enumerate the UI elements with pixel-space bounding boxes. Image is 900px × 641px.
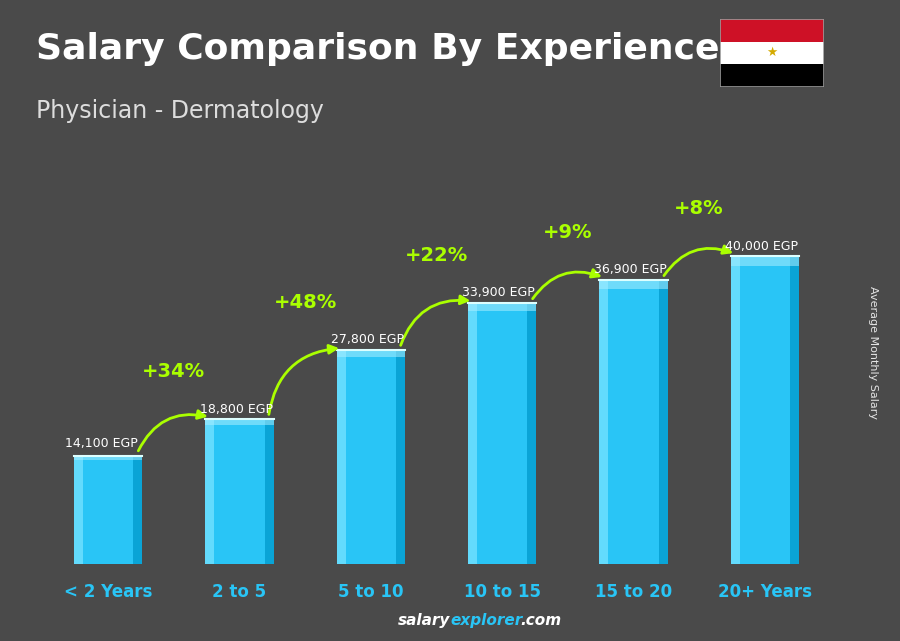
- Bar: [133, 456, 142, 564]
- Bar: [337, 350, 346, 564]
- Bar: [790, 256, 799, 564]
- Text: 18,800 EGP: 18,800 EGP: [200, 403, 273, 415]
- Bar: [599, 280, 668, 289]
- Bar: [731, 256, 799, 265]
- Bar: [205, 419, 214, 564]
- Text: +9%: +9%: [543, 223, 592, 242]
- Text: explorer: explorer: [450, 613, 522, 628]
- Bar: [337, 350, 405, 357]
- Text: salary: salary: [398, 613, 450, 628]
- Text: 14,100 EGP: 14,100 EGP: [65, 437, 138, 450]
- Text: +34%: +34%: [142, 362, 205, 381]
- Bar: [337, 350, 405, 564]
- Bar: [731, 256, 740, 564]
- Text: 27,800 EGP: 27,800 EGP: [331, 333, 404, 346]
- Bar: [599, 280, 608, 564]
- Bar: [468, 303, 536, 564]
- Bar: [468, 303, 536, 312]
- Text: +22%: +22%: [405, 246, 468, 265]
- Bar: [720, 19, 824, 42]
- Bar: [74, 456, 142, 460]
- Bar: [205, 419, 274, 564]
- Bar: [74, 456, 83, 564]
- Bar: [265, 419, 274, 564]
- Bar: [659, 280, 668, 564]
- Bar: [396, 350, 405, 564]
- Bar: [74, 456, 142, 564]
- Text: +48%: +48%: [274, 293, 337, 312]
- Bar: [731, 256, 799, 564]
- Text: 40,000 EGP: 40,000 EGP: [724, 240, 798, 253]
- Bar: [720, 64, 824, 87]
- Bar: [468, 303, 477, 564]
- Text: 36,900 EGP: 36,900 EGP: [594, 263, 666, 276]
- Bar: [599, 280, 668, 564]
- Bar: [527, 303, 536, 564]
- Bar: [205, 419, 274, 424]
- Bar: [720, 42, 824, 64]
- Text: .com: .com: [520, 613, 562, 628]
- Text: +8%: +8%: [674, 199, 724, 218]
- Text: Average Monthly Salary: Average Monthly Salary: [868, 286, 878, 419]
- Text: Salary Comparison By Experience: Salary Comparison By Experience: [36, 32, 719, 66]
- Text: 33,900 EGP: 33,900 EGP: [463, 287, 536, 299]
- Text: ★: ★: [766, 46, 778, 60]
- Text: Physician - Dermatology: Physician - Dermatology: [36, 99, 324, 123]
